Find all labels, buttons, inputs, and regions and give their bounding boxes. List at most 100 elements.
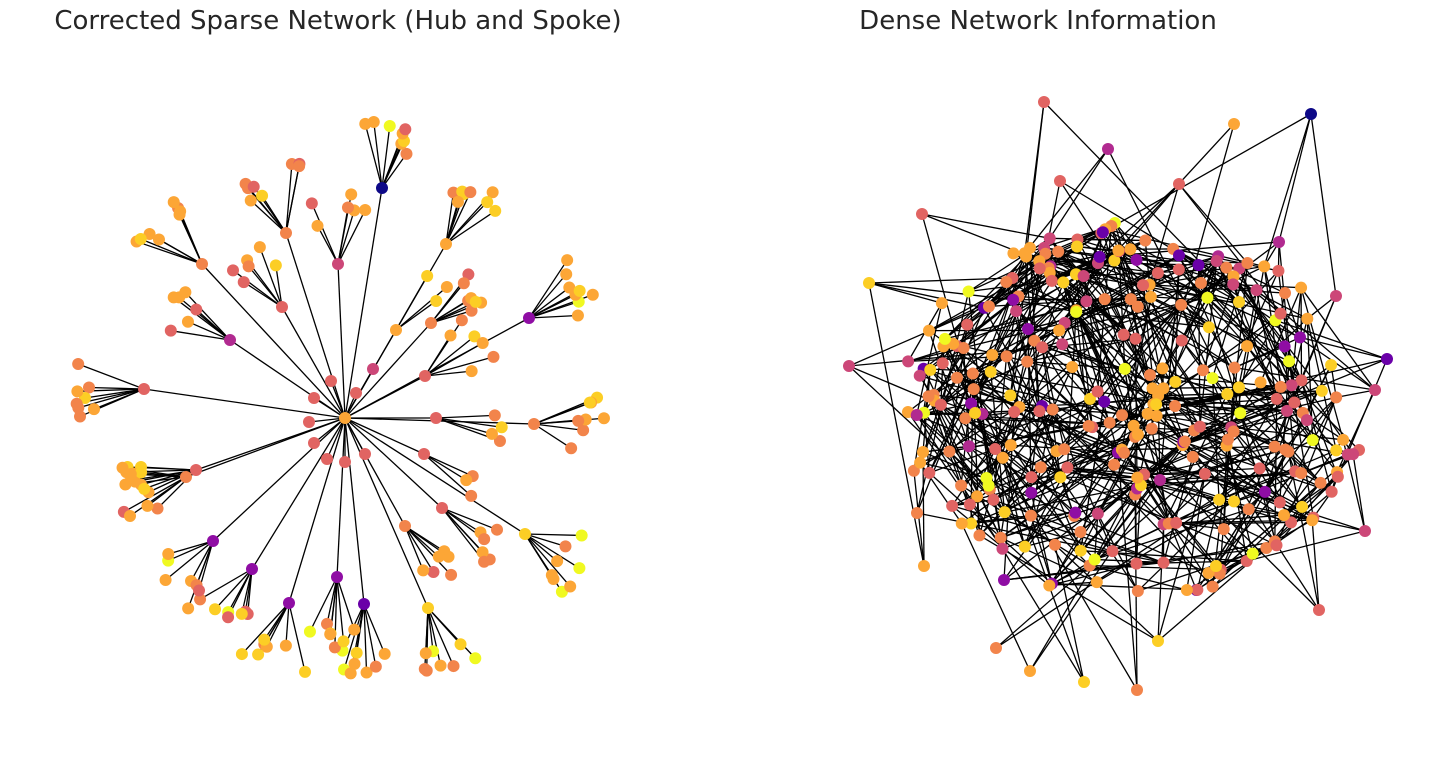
spoke-hub-node <box>519 528 531 540</box>
leaf-edge <box>363 603 386 655</box>
leaf-node <box>577 424 590 437</box>
dense-node <box>1193 420 1206 433</box>
leaf-edge <box>343 603 365 670</box>
dense-edge <box>907 411 1004 550</box>
dense-node <box>1056 338 1069 351</box>
dense-node <box>1150 409 1163 422</box>
spoke-hub-node <box>422 602 434 614</box>
dense-edge <box>1067 426 1201 469</box>
dense-edge <box>1175 451 1289 524</box>
dense-node <box>1270 539 1283 552</box>
spoke-hub-node <box>190 464 202 476</box>
leaf-edge <box>533 401 591 425</box>
dense-node <box>1139 234 1152 247</box>
dense-node <box>1129 332 1142 345</box>
dense-node <box>1278 340 1291 353</box>
dense-node <box>1106 545 1119 558</box>
dense-node <box>1330 444 1343 457</box>
dense-node <box>955 479 968 492</box>
leaf-node <box>564 580 577 593</box>
dense-node <box>1000 276 1013 289</box>
leaf-node <box>465 365 478 378</box>
dense-node <box>1098 395 1111 408</box>
sparse-network-title: Corrected Sparse Network (Hub and Spoke) <box>54 6 622 36</box>
dense-node <box>1330 290 1342 302</box>
dense-node <box>914 456 927 469</box>
dense-edge <box>1004 511 1090 567</box>
dense-node <box>1233 296 1246 309</box>
dense-edge <box>948 296 1020 452</box>
spoke-hub-node <box>196 258 208 270</box>
dense-node <box>1112 244 1125 257</box>
leaf-node <box>478 533 491 546</box>
dense-node <box>1156 362 1169 375</box>
dense-node <box>1260 541 1273 554</box>
spoke-hub-node <box>358 598 370 610</box>
leaf-node <box>179 286 192 299</box>
dense-node <box>962 440 975 453</box>
dense-node <box>1008 406 1021 419</box>
dense-node <box>1157 556 1170 569</box>
dense-node <box>990 642 1002 654</box>
dense-edge <box>1013 299 1077 313</box>
dense-edge <box>1230 426 1303 508</box>
dense-edge <box>1067 466 1170 525</box>
dense-edge <box>928 330 970 447</box>
dense-edge <box>1336 389 1376 399</box>
dense-edge <box>1178 183 1282 314</box>
leaf-node <box>481 196 494 209</box>
dense-node <box>1074 544 1087 557</box>
dense-network-panel: Dense Network Information <box>728 0 1456 764</box>
dense-edge <box>1310 113 1337 297</box>
dense-node <box>917 446 929 458</box>
dense-edge <box>1002 513 1099 550</box>
dense-node <box>1191 583 1204 596</box>
spoke-hub-node <box>224 334 236 346</box>
leaf-edge <box>373 121 383 189</box>
leaf-edge <box>424 370 472 377</box>
spoke-edge <box>344 417 526 535</box>
dense-edge <box>868 282 943 304</box>
dense-edge <box>1101 113 1312 234</box>
dense-edge <box>1030 492 1053 584</box>
dense-node <box>918 560 930 572</box>
leaf-edge <box>247 187 287 234</box>
dense-node <box>1305 108 1317 120</box>
dense-edge <box>1155 313 1281 405</box>
dense-edge <box>1263 113 1312 267</box>
dense-edge <box>1140 472 1302 486</box>
dense-node <box>1124 293 1137 306</box>
dense-edge <box>1137 396 1337 592</box>
dense-edge <box>1159 479 1170 524</box>
leaf-edge <box>158 238 203 265</box>
dense-edge <box>1097 262 1240 303</box>
spoke-edge <box>344 417 366 455</box>
leaf-edge <box>187 540 214 609</box>
leaf-node <box>445 568 458 581</box>
leaf-node <box>324 628 337 641</box>
leaf-node <box>71 385 84 398</box>
dense-node <box>1253 462 1266 475</box>
leaf-edge <box>435 417 502 428</box>
dense-edge <box>1089 564 1221 571</box>
dense-edge <box>1231 426 1344 441</box>
dense-edge <box>1134 338 1138 489</box>
spoke-edge <box>185 417 346 478</box>
spoke-hub-node <box>280 227 292 239</box>
dense-edge <box>928 472 1053 585</box>
dense-edge <box>1040 466 1142 486</box>
dense-node <box>1172 249 1185 262</box>
leaf-node <box>369 660 382 673</box>
leaf-node <box>462 268 475 281</box>
dense-node <box>1279 287 1292 300</box>
leaf-node <box>559 540 572 553</box>
leaf-edge <box>173 296 231 341</box>
leaf-node <box>167 196 180 209</box>
leaf-node <box>162 547 175 560</box>
dense-edge <box>1255 289 1278 399</box>
leaf-node <box>565 442 578 455</box>
leaf-edge <box>423 453 472 497</box>
dense-node <box>1066 360 1079 373</box>
dense-edge <box>1264 397 1337 493</box>
dense-node <box>1301 312 1314 325</box>
